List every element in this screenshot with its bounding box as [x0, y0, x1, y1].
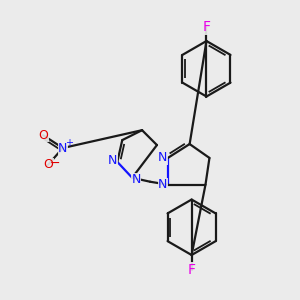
- Text: N: N: [108, 154, 117, 167]
- Text: N: N: [158, 152, 168, 164]
- Text: +: +: [65, 138, 73, 148]
- Text: O: O: [43, 158, 53, 171]
- Text: N: N: [131, 173, 141, 186]
- Text: O: O: [38, 129, 48, 142]
- Text: F: F: [202, 20, 211, 34]
- Text: −: −: [50, 158, 60, 170]
- Text: N: N: [58, 142, 68, 154]
- Text: F: F: [188, 263, 196, 277]
- Text: N: N: [158, 178, 168, 191]
